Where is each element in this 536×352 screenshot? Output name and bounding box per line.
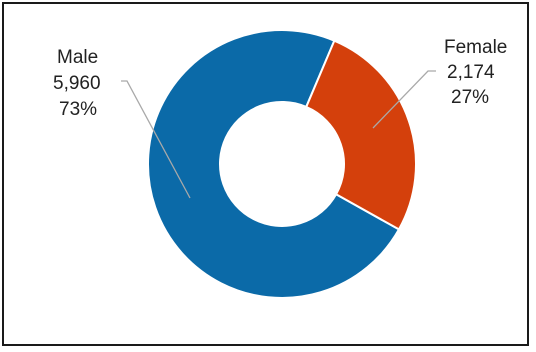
male-leader-line <box>121 80 191 199</box>
female-label-value: 2,174 <box>447 62 495 83</box>
donut-slices <box>147 29 417 299</box>
female-label-percent: 27% <box>451 87 489 108</box>
leader-lines <box>121 70 436 199</box>
slice-female <box>304 39 417 231</box>
female-leader-line <box>372 70 436 129</box>
male-label-percent: 73% <box>59 99 97 120</box>
slice-male <box>147 29 401 299</box>
male-label-value: 5,960 <box>53 73 101 94</box>
female-label-name: Female <box>444 37 507 58</box>
male-label-name: Male <box>57 47 98 68</box>
